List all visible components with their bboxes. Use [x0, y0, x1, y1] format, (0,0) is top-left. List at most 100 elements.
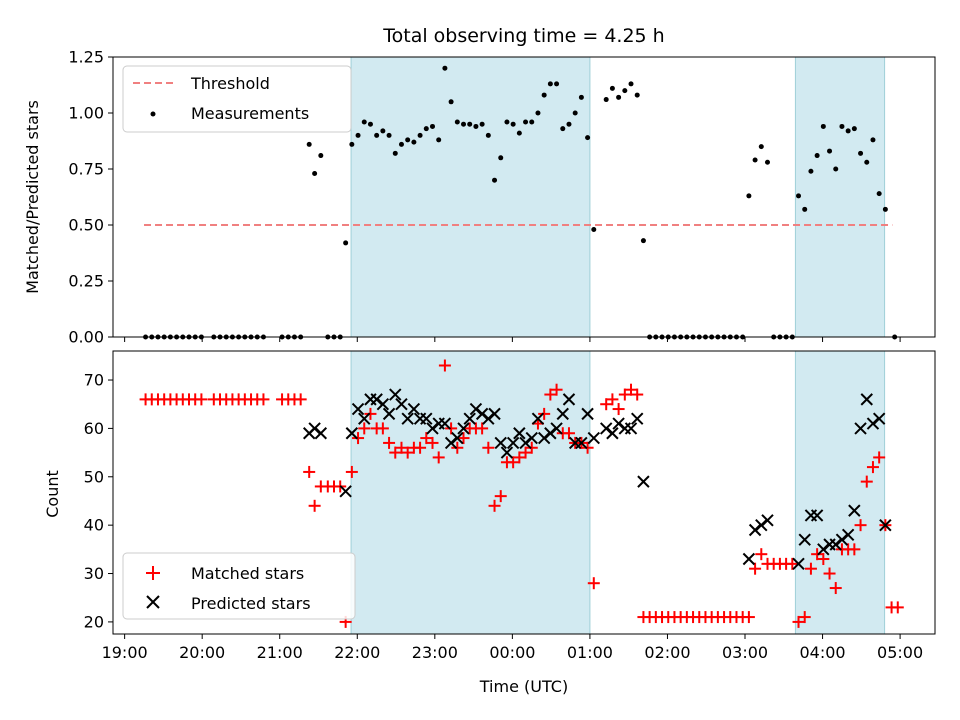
matched-point — [494, 490, 507, 503]
legend-measurements-swatch — [150, 111, 156, 117]
matched-point — [625, 383, 638, 396]
measurement-point — [591, 226, 597, 232]
predicted-point — [841, 528, 855, 542]
bottom-y-tick-label: 60 — [84, 419, 104, 438]
measurement-point — [758, 144, 764, 150]
top-y-tick-label: 0.50 — [68, 216, 104, 235]
measurement-point — [833, 166, 839, 172]
measurement-point — [839, 123, 845, 129]
matched-point — [550, 383, 563, 396]
measurement-point — [640, 238, 646, 244]
measurement-point — [343, 240, 349, 246]
measurement-point — [622, 88, 628, 94]
legend-measurements-label: Measurements — [191, 104, 309, 123]
legend-bottom-frame — [122, 552, 356, 620]
predicted-point — [624, 422, 638, 435]
predicted-point — [488, 407, 501, 421]
x-tick-label: 05:00 — [877, 643, 923, 662]
measurement-point — [318, 153, 324, 159]
predicted-point — [395, 398, 408, 411]
legend-bottom: Matched stars Predicted stars — [122, 552, 356, 620]
measurement-point — [820, 123, 826, 129]
predicted-point — [631, 412, 644, 425]
measurement-point — [411, 139, 417, 145]
predicted-point — [401, 412, 414, 425]
x-tick-label: 23:00 — [412, 643, 458, 662]
matched-point — [866, 461, 879, 474]
matched-point — [195, 393, 208, 406]
measurement-point — [498, 155, 504, 161]
matched-point — [507, 456, 520, 469]
matched-point — [352, 432, 365, 445]
matched-point — [525, 441, 538, 454]
predicted-point — [872, 412, 886, 425]
matched-point — [303, 465, 316, 478]
top-y-axis-label: Matched/Predicted stars — [23, 100, 42, 294]
bottom-panel: 20 30 40 50 60 70 19:00 20:00 21:00 22:00 23:00 00:… — [84, 350, 936, 662]
measurement-point — [510, 121, 516, 127]
measurement-point — [312, 170, 318, 176]
top-axes-frame — [112, 56, 936, 338]
predicted-point — [420, 412, 433, 425]
measurement-point — [814, 153, 820, 159]
top-series-0 — [143, 65, 898, 340]
matched-point — [891, 601, 904, 614]
measurement-point — [380, 128, 386, 134]
measurement-point — [529, 119, 535, 125]
measurement-point — [628, 81, 634, 87]
predicted-point — [587, 431, 600, 445]
matched-point — [600, 398, 613, 411]
measurement-point — [355, 132, 361, 138]
matched-point — [364, 407, 377, 420]
matched-point — [519, 446, 532, 459]
bottom-y-tick-label: 30 — [84, 564, 104, 583]
measurement-point — [504, 119, 510, 125]
measurement-point — [572, 110, 578, 116]
predicted-point — [575, 436, 588, 450]
predicted-point — [798, 533, 811, 546]
predicted-point — [451, 431, 464, 445]
predicted-point — [438, 417, 452, 430]
x-tick-label: 22:00 — [334, 643, 380, 662]
measurement-point — [827, 148, 833, 154]
measurement-point — [870, 137, 876, 143]
matched-point — [587, 577, 600, 590]
matched-point — [482, 441, 495, 454]
measurement-point — [349, 141, 355, 147]
predicted-point — [792, 557, 805, 571]
matched-point — [538, 407, 551, 420]
measurement-point — [516, 130, 522, 136]
matched-point — [792, 615, 805, 628]
bottom-series-0 — [139, 359, 904, 628]
matched-point — [562, 427, 575, 440]
bottom-y-tick-label: 20 — [84, 612, 104, 631]
top-y-tick-label: 1.25 — [68, 48, 104, 67]
legend-top: Threshold Measurements — [122, 65, 352, 133]
predicted-point — [556, 407, 569, 421]
x-axis-label: Time (UTC) — [479, 677, 568, 696]
matched-point — [811, 548, 824, 561]
top-panel: 0.00 0.25 0.50 0.75 1.00 1.25 — [68, 48, 936, 347]
legend-matched-swatch — [146, 566, 160, 580]
bottom-series-1 — [302, 388, 892, 571]
x-tick-label: 19:00 — [102, 643, 148, 662]
top-y-tick-label: 1.00 — [68, 104, 104, 123]
matched-point — [618, 388, 631, 401]
bottom-y-tick-label: 50 — [84, 467, 104, 486]
measurement-point — [461, 121, 467, 127]
predicted-point — [376, 398, 390, 411]
measurement-point — [374, 132, 380, 138]
measurement-point — [442, 65, 448, 71]
measurement-point — [392, 150, 398, 156]
matched-point — [817, 553, 830, 566]
matched-point — [488, 499, 501, 512]
bottom-y-axis-label: Count — [43, 470, 62, 518]
measurement-point — [858, 150, 864, 156]
matched-point — [755, 548, 768, 561]
legend-top-frame — [122, 65, 352, 133]
bottom-axes-frame — [112, 350, 936, 635]
measurement-point — [845, 128, 851, 134]
measurement-point — [634, 92, 640, 98]
matched-point — [389, 446, 402, 459]
